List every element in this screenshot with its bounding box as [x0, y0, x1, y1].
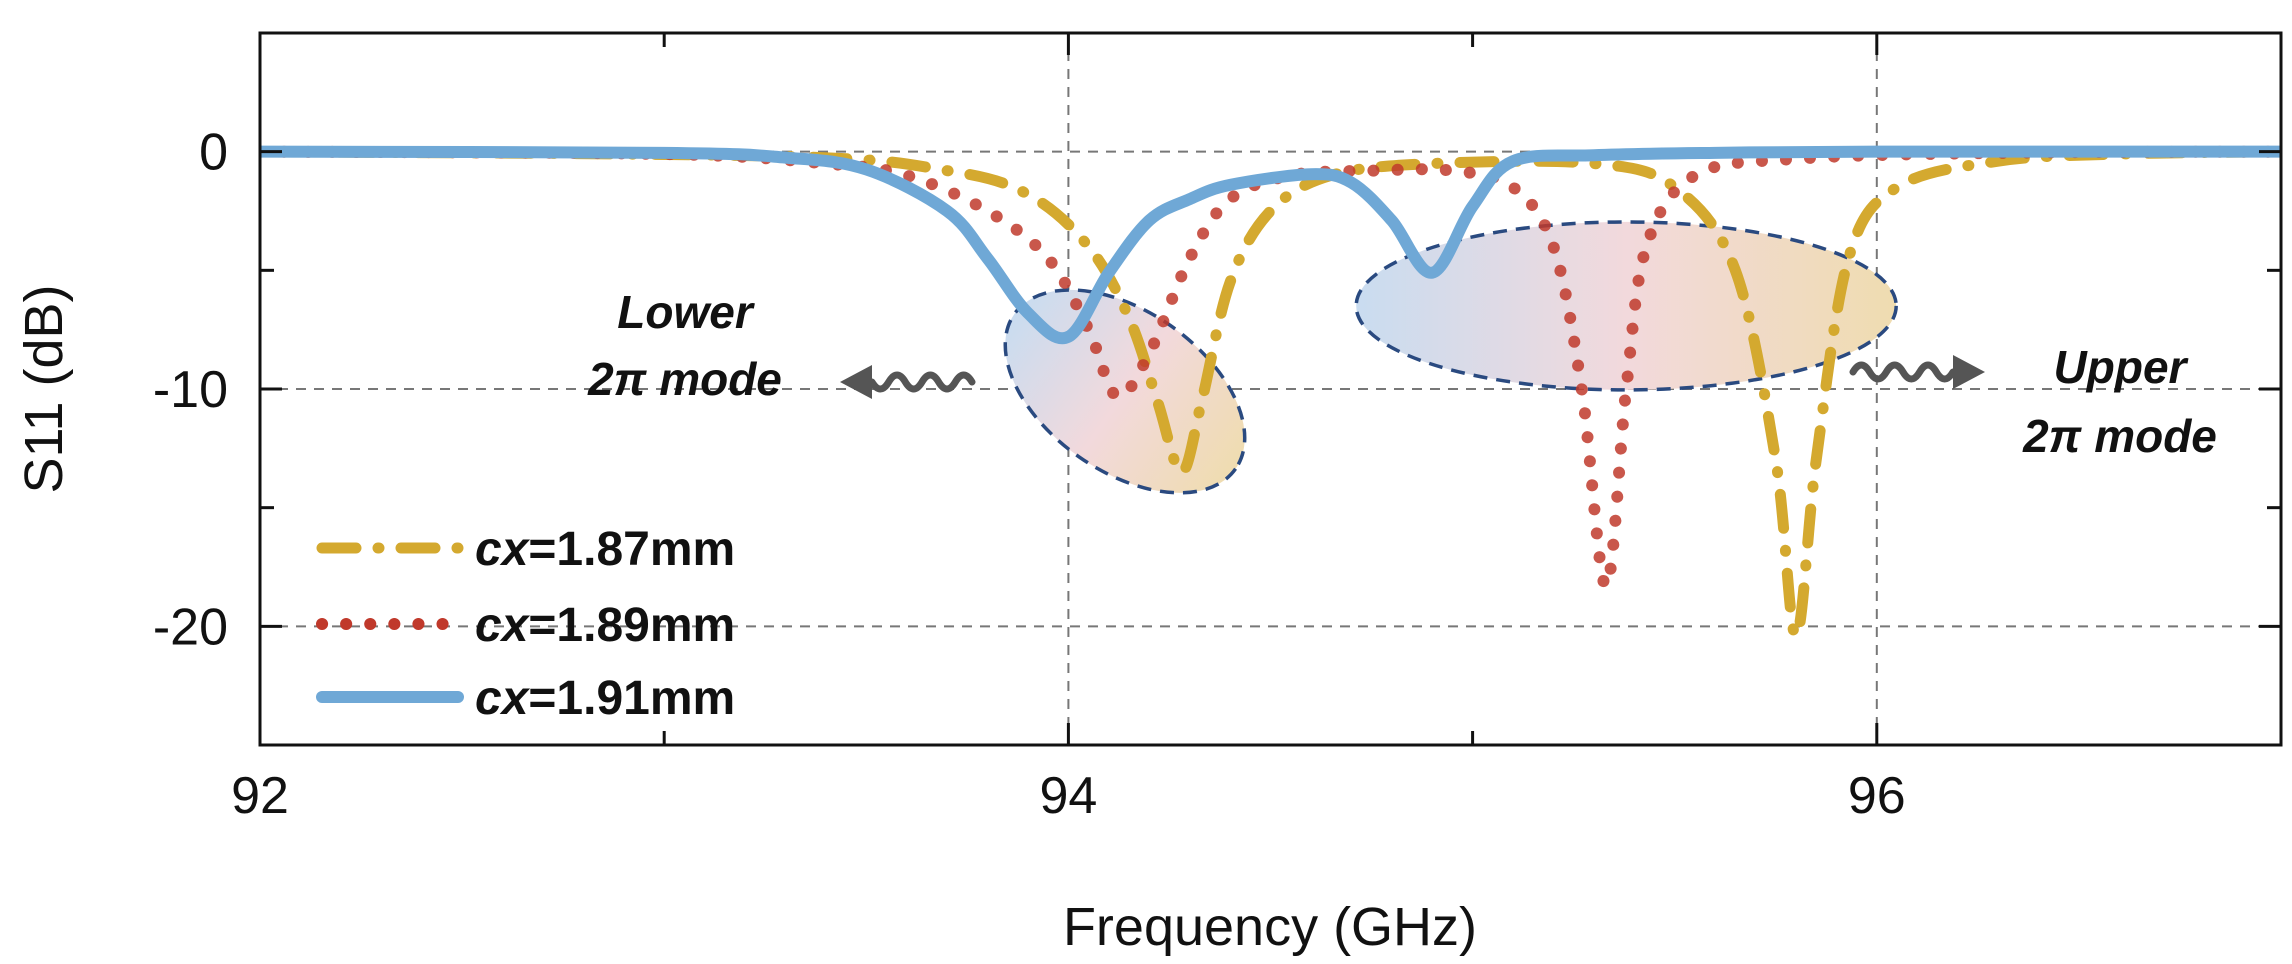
lower-mode-head-arrow — [840, 365, 872, 399]
y-tick-label: -10 — [153, 361, 228, 419]
legend-label-1: cx=1.89mm — [475, 599, 735, 652]
lower-mode-wave-arrow — [868, 371, 976, 393]
legend-prefix: cx — [475, 599, 531, 652]
grid — [260, 33, 2281, 745]
y-tick-label: 0 — [199, 124, 228, 182]
y-axis-title: S11 (dB) — [14, 284, 74, 493]
series-line-187mm — [260, 146, 2281, 642]
upper-mode-label-line2: 2π mode — [2022, 410, 2217, 462]
x-axis-title: Frequency (GHz) — [1063, 897, 1477, 957]
series-group — [260, 145, 2281, 642]
lower-mode-label-line2: 2π mode — [587, 353, 782, 405]
series-line-189mm — [260, 145, 2281, 592]
legend-label-2: cx=1.91mm — [475, 672, 735, 725]
legend-label-0: cx=1.87mm — [475, 523, 735, 576]
upper-mode-wave-arrow — [1849, 361, 1957, 383]
legend-value: =1.89mm — [528, 599, 735, 652]
upper-mode-head-arrow — [1953, 355, 1985, 389]
lower-mode-label-line1: Lower — [617, 286, 755, 338]
annotations: Lower 2π mode Upper 2π mode — [587, 286, 2217, 462]
axis-ticks — [258, 31, 2283, 747]
tick-labels: 92 94 96 0 -10 -20 — [153, 124, 1906, 825]
upper-mode-label-line1: Upper — [2054, 341, 2189, 393]
legend-prefix: cx — [475, 523, 531, 576]
y-tick-label: -20 — [153, 598, 228, 656]
series-line-191mm — [260, 145, 2281, 345]
legend-value: =1.91mm — [528, 672, 735, 725]
x-tick-label: 94 — [1039, 767, 1097, 825]
legend-value: =1.87mm — [528, 523, 735, 576]
legend-prefix: cx — [475, 672, 531, 725]
x-tick-label: 92 — [231, 767, 289, 825]
x-tick-label: 96 — [1848, 767, 1906, 825]
upper-mode-region — [1354, 220, 1898, 392]
